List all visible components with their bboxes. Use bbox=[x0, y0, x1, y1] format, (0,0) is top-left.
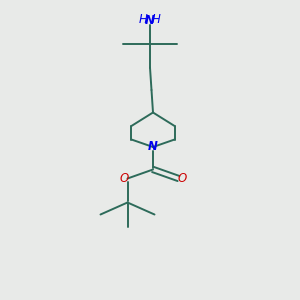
Text: O: O bbox=[178, 172, 187, 185]
Text: H: H bbox=[139, 13, 148, 26]
Text: O: O bbox=[119, 172, 128, 185]
Text: N: N bbox=[148, 140, 158, 154]
Text: N: N bbox=[145, 14, 155, 28]
Text: H: H bbox=[152, 13, 161, 26]
